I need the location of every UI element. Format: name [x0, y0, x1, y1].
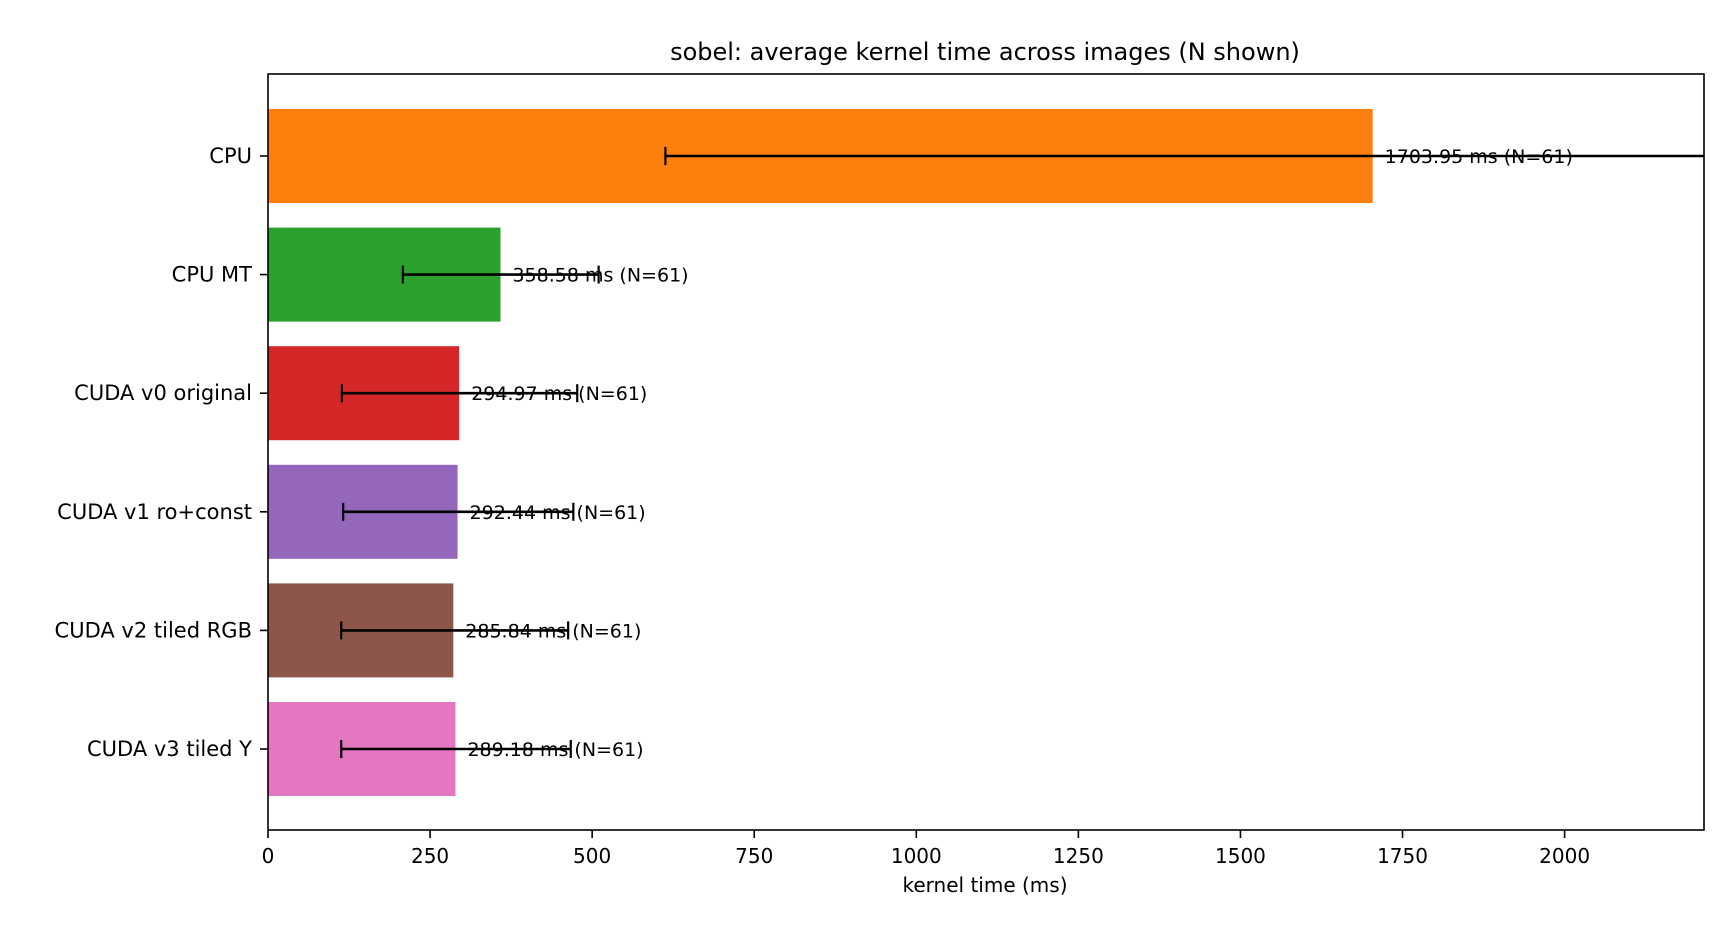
x-tick-label-0: 0: [262, 844, 275, 868]
x-axis-label: kernel time (ms): [903, 873, 1068, 897]
data-label-2: 294.97 ms (N=61): [471, 383, 647, 405]
chart-title: sobel: average kernel time across images…: [670, 38, 1300, 66]
x-tick-label-3: 750: [735, 844, 773, 868]
plot-area: 1703.95 ms (N=61) CPU 358.58 ms (N=61) CPU …: [55, 73, 1705, 868]
x-tick-label-5: 1250: [1053, 844, 1104, 868]
category-label-2: CUDA v0 original: [74, 381, 252, 405]
bar-marks: [268, 109, 1704, 796]
category-label-1: CPU MT: [172, 263, 252, 287]
x-tick-label-7: 1750: [1377, 844, 1428, 868]
plot-frame: [267, 73, 1705, 831]
x-tick-label-8: 2000: [1539, 844, 1590, 868]
data-label-0: 1703.95 ms (N=61): [1385, 146, 1573, 168]
data-label-4: 285.84 ms (N=61): [465, 620, 641, 642]
category-label-4: CUDA v2 tiled RGB: [55, 618, 252, 642]
data-label-5: 289.18 ms (N=61): [467, 739, 643, 761]
x-tick-label-4: 1000: [891, 844, 942, 868]
x-tick-label-1: 250: [411, 844, 449, 868]
category-label-0: CPU: [209, 144, 252, 168]
x-tick-label-2: 500: [573, 844, 611, 868]
data-label-1: 358.58 ms (N=61): [512, 265, 688, 287]
category-label-5: CUDA v3 tiled Y: [87, 737, 252, 761]
data-label-3: 292.44 ms (N=61): [470, 502, 646, 524]
category-label-3: CUDA v1 ro+const: [57, 500, 252, 524]
x-tick-label-6: 1500: [1215, 844, 1266, 868]
